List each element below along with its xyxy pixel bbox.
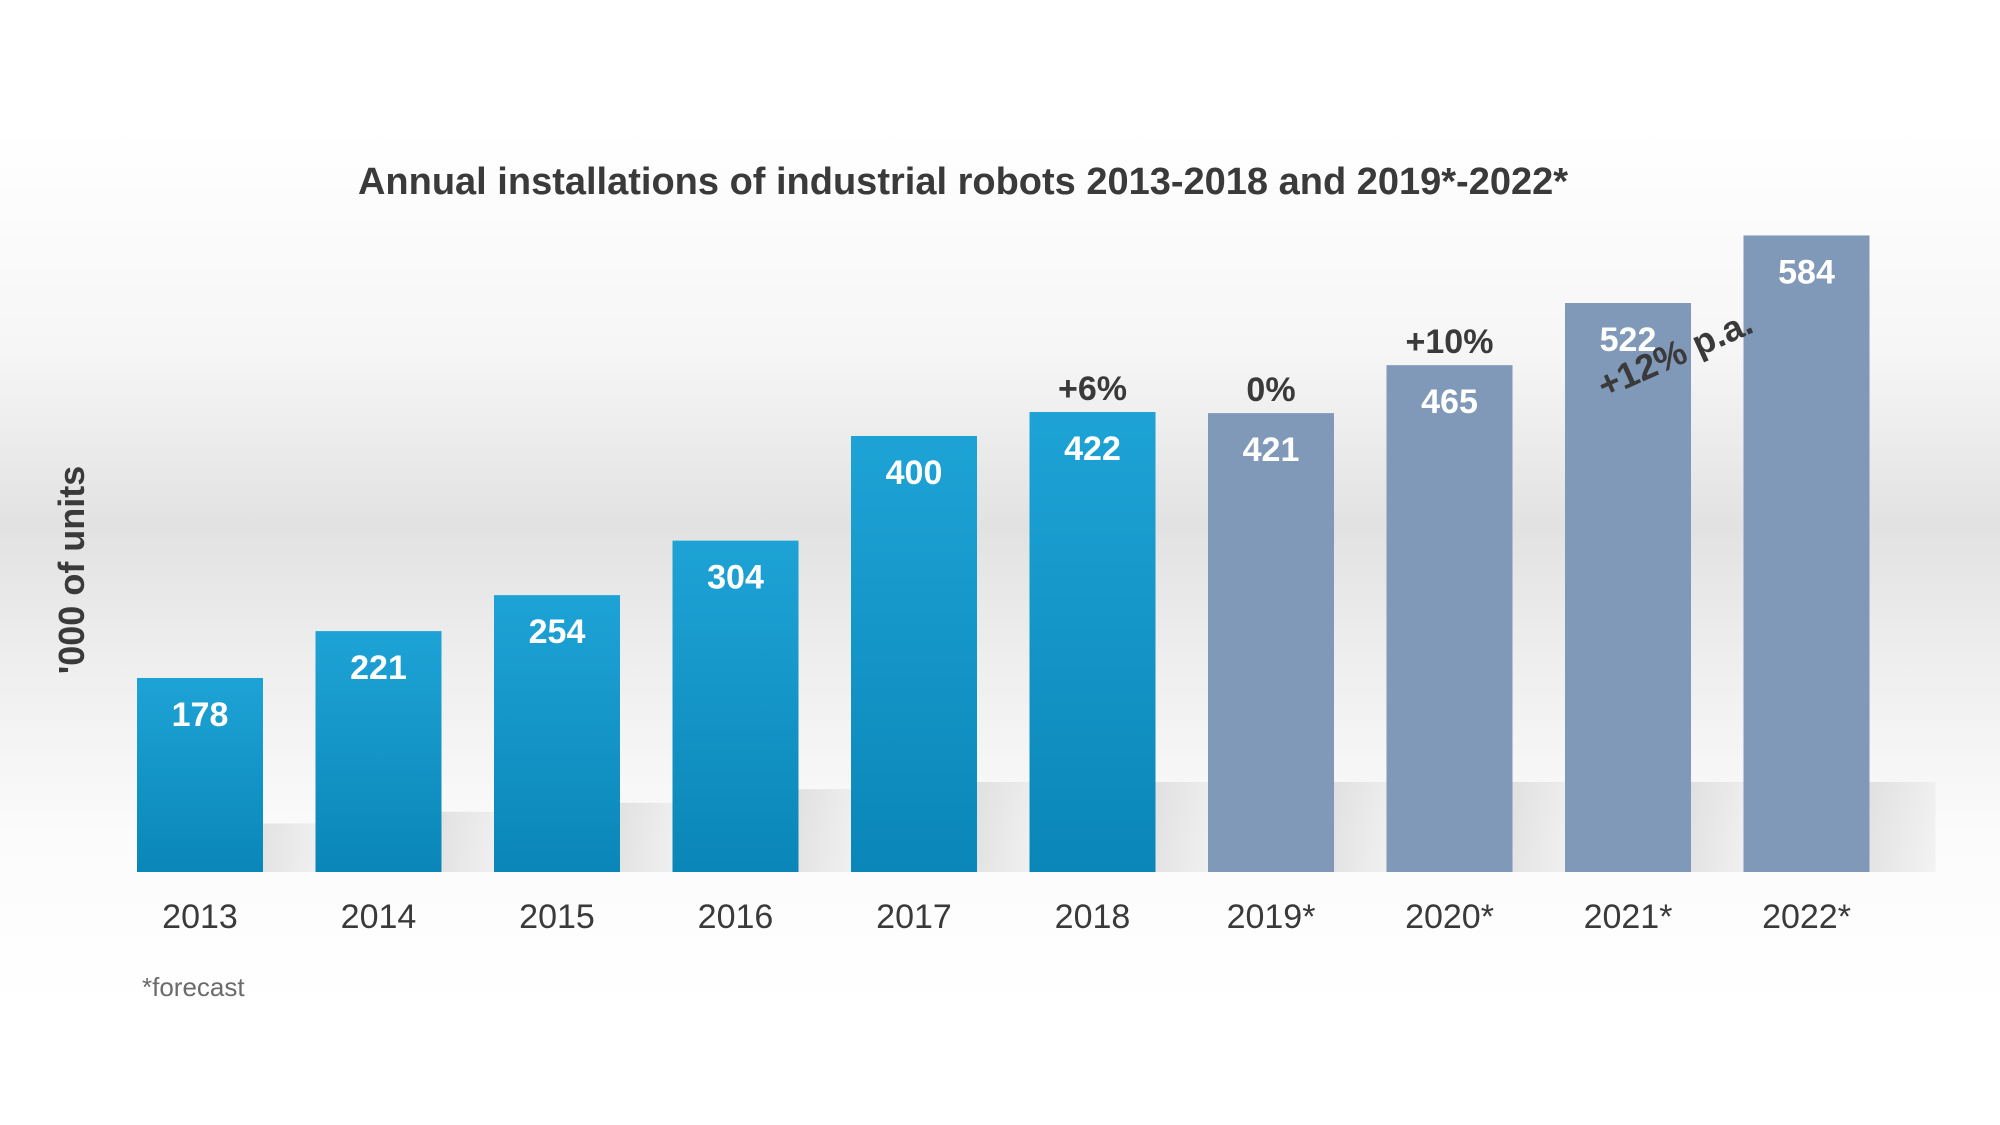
- bar-2018: [1029, 412, 1156, 872]
- bar-2022: [1743, 235, 1870, 872]
- x-tick-label: 2022*: [1762, 898, 1851, 936]
- value-label: 584: [1778, 253, 1835, 291]
- bar-2015: [494, 595, 620, 872]
- value-label: 304: [707, 559, 764, 597]
- value-label: 422: [1064, 430, 1121, 468]
- x-tick-label: 2021*: [1584, 898, 1673, 936]
- x-tick-label: 2014: [341, 898, 417, 936]
- bars-group: 178 2013 221 2014 254 2015 304 2016 400 2017 422 20…: [137, 235, 1936, 936]
- value-label: 221: [350, 649, 407, 687]
- growth-label: +6%: [1058, 370, 1127, 408]
- chart-background: [0, 130, 2000, 1010]
- growth-label: 0%: [1246, 371, 1295, 409]
- x-tick-label: 2015: [519, 898, 595, 936]
- x-tick-label: 2013: [162, 898, 238, 936]
- footnote: *forecast: [142, 972, 245, 1002]
- value-label: 254: [529, 613, 586, 651]
- value-label: 522: [1600, 321, 1657, 359]
- bar-2014: [315, 631, 442, 872]
- x-tick-label: 2019*: [1227, 898, 1316, 936]
- value-label: 421: [1243, 431, 1300, 469]
- bar-2017: [851, 436, 977, 872]
- value-label: 465: [1421, 383, 1478, 421]
- chart-title: Annual installations of industrial robot…: [358, 161, 1568, 203]
- bar-2021: [1565, 303, 1691, 872]
- growth-label: +10%: [1406, 323, 1494, 361]
- bar-2019: [1208, 413, 1334, 872]
- value-label: 178: [172, 696, 229, 734]
- x-tick-label: 2018: [1055, 898, 1131, 936]
- bar-2013: [137, 677, 263, 872]
- x-tick-label: 2020*: [1405, 898, 1494, 936]
- value-label: 400: [886, 454, 943, 492]
- y-axis-label: '000 of units: [51, 466, 92, 675]
- x-tick-label: 2017: [876, 898, 952, 936]
- x-tick-label: 2016: [698, 898, 774, 936]
- bar-2016: [672, 540, 799, 872]
- bar-2020: [1386, 365, 1513, 872]
